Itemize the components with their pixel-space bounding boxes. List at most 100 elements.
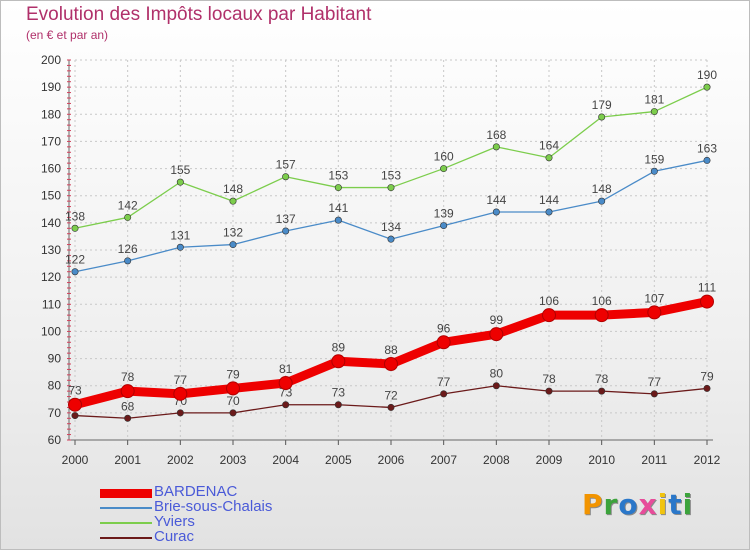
data-label: 142 (118, 198, 138, 212)
data-label: 107 (644, 291, 664, 305)
data-label: 79 (700, 369, 714, 383)
logo-letter: P (582, 488, 604, 521)
data-label: 168 (486, 128, 506, 142)
data-label: 96 (437, 321, 451, 335)
data-point (120, 384, 135, 399)
data-label: 159 (644, 152, 664, 166)
data-label: 79 (226, 367, 240, 381)
data-label: 163 (697, 141, 717, 155)
y-tick-label: 110 (42, 297, 61, 311)
data-label: 190 (697, 68, 717, 82)
data-point (650, 167, 658, 175)
data-point (176, 243, 184, 251)
data-label: 157 (276, 158, 296, 172)
x-tick-label: 2001 (114, 453, 141, 467)
data-label: 137 (276, 212, 296, 226)
data-point (545, 387, 553, 395)
data-label: 153 (328, 169, 348, 183)
data-point (545, 208, 553, 216)
x-tick-label: 2012 (694, 453, 721, 467)
data-point (226, 381, 240, 396)
x-tick-label: 2011 (641, 453, 667, 467)
data-label: 164 (539, 139, 559, 153)
data-point (282, 401, 290, 409)
data-label: 122 (65, 253, 85, 267)
data-point (176, 178, 184, 186)
logo-letter: t (668, 488, 683, 521)
x-tick-label: 2009 (536, 453, 563, 467)
y-tick-label: 160 (41, 162, 61, 176)
legend-label: Brie-sous-Chalais (154, 498, 273, 515)
data-label: 73 (279, 386, 293, 400)
y-tick-label: 150 (41, 189, 61, 203)
y-tick-label: 70 (48, 406, 62, 420)
data-label: 139 (434, 207, 454, 221)
data-label: 106 (592, 294, 612, 308)
data-point (492, 208, 500, 216)
logo-letter: i (682, 488, 694, 521)
data-point (229, 241, 237, 249)
data-point (703, 384, 711, 392)
chart-title: Evolution des Impôts locaux par Habitant (26, 4, 372, 25)
data-point (278, 376, 293, 390)
data-point (703, 83, 711, 91)
data-label: 73 (332, 386, 346, 400)
data-point (334, 216, 342, 224)
data-point (387, 184, 395, 192)
data-point (647, 305, 662, 320)
data-point (229, 197, 237, 205)
data-point (598, 113, 606, 121)
data-point (594, 308, 609, 323)
data-label: 179 (592, 98, 612, 112)
data-label: 80 (490, 367, 504, 381)
data-label: 78 (542, 372, 556, 386)
data-label: 77 (174, 373, 188, 387)
data-point (124, 213, 132, 221)
data-label: 77 (437, 375, 451, 389)
data-label: 134 (381, 220, 401, 234)
data-label: 106 (539, 294, 559, 308)
x-tick-label: 2000 (62, 453, 89, 467)
y-tick-label: 140 (41, 216, 61, 230)
data-point (334, 184, 342, 192)
y-tick-label: 200 (41, 53, 61, 67)
legend-swatch (100, 488, 152, 498)
data-point (700, 294, 714, 309)
data-point (598, 197, 606, 205)
data-label: 144 (486, 193, 506, 207)
data-label: 155 (170, 163, 190, 177)
data-point (387, 403, 395, 411)
y-tick-label: 170 (41, 134, 61, 148)
logo-letter: i (657, 488, 669, 521)
y-tick-label: 90 (48, 352, 62, 366)
data-point (71, 268, 79, 276)
data-label: 89 (332, 340, 346, 354)
legend-swatch (100, 507, 152, 509)
data-label: 144 (539, 193, 559, 207)
data-label: 148 (223, 182, 243, 196)
data-point (331, 354, 346, 369)
data-label: 181 (644, 93, 664, 107)
y-tick-label: 180 (41, 107, 61, 121)
x-tick-label: 2004 (272, 453, 299, 467)
x-tick-label: 2006 (378, 453, 405, 467)
data-point (440, 165, 448, 173)
data-label: 78 (121, 370, 135, 384)
data-label: 126 (118, 242, 138, 256)
data-point (492, 143, 500, 151)
x-tick-label: 2008 (483, 453, 510, 467)
data-point (542, 308, 556, 323)
x-tick-label: 2007 (430, 453, 457, 467)
data-point (68, 397, 82, 412)
data-label: 78 (595, 372, 609, 386)
data-label: 81 (279, 362, 293, 376)
y-tick-label: 130 (41, 243, 61, 257)
series-line-yviers (74, 86, 708, 229)
proxiti-logo: Proxiti (582, 488, 693, 521)
data-point (703, 156, 711, 164)
logo-letter: r (603, 488, 619, 521)
legend-swatch (100, 522, 152, 524)
data-point (545, 154, 553, 162)
